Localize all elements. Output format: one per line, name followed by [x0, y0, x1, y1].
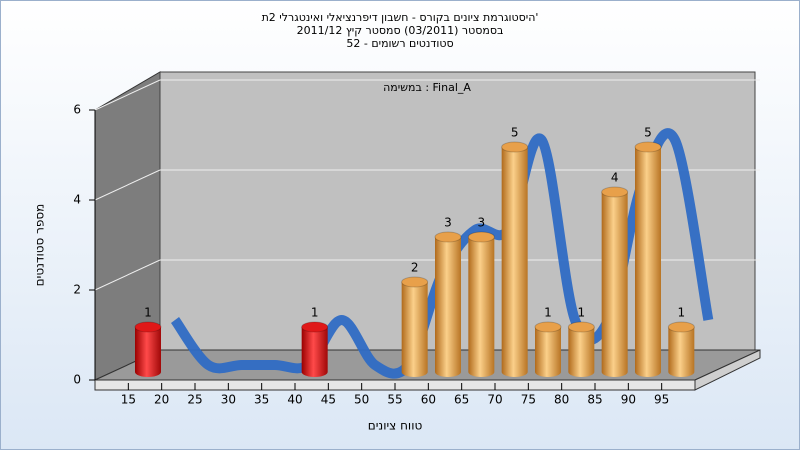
data-label: 4	[611, 171, 619, 185]
bar-body	[535, 327, 561, 377]
data-label: 2	[411, 261, 419, 275]
annotation: במשימה : Final_A	[383, 81, 471, 94]
x-tick-label: 15	[121, 393, 136, 407]
bar-body	[568, 327, 595, 377]
x-tick-label: 95	[654, 393, 669, 407]
bar-top	[467, 231, 495, 243]
data-label: 5	[511, 126, 519, 140]
y-tick-label: 4	[73, 193, 81, 207]
bar-body	[468, 237, 495, 377]
data-label: 1	[678, 306, 686, 320]
bar-body	[401, 282, 428, 377]
x-tick-label: 80	[554, 393, 569, 407]
grid-line	[94, 169, 161, 201]
bar-body	[501, 147, 528, 377]
data-label: 1	[578, 306, 586, 320]
y-axis-label: מספר סטודנטים	[33, 204, 47, 287]
bar-body	[635, 147, 661, 377]
x-tick-label: 55	[387, 393, 402, 407]
title-line: סטודנטים רשומים - 52	[346, 37, 453, 50]
bar-top	[634, 141, 662, 153]
y-tick-label: 2	[73, 283, 81, 297]
x-tick-label: 35	[254, 393, 269, 407]
bar	[501, 141, 529, 377]
x-tick-label: 75	[521, 393, 536, 407]
bar	[434, 231, 462, 377]
bar	[134, 321, 162, 377]
x-tick-label: 65	[454, 393, 469, 407]
grid-line	[94, 79, 161, 111]
bar	[401, 276, 429, 377]
bar	[601, 186, 629, 377]
data-label: 3	[478, 216, 486, 230]
x-tick-label: 20	[154, 393, 169, 407]
x-tick-label: 85	[587, 393, 602, 407]
bar-top	[134, 321, 162, 333]
bar	[534, 321, 562, 377]
data-label: 5	[644, 126, 652, 140]
x-tick-label: 40	[287, 393, 302, 407]
title-line: בסמסטר (03/2011) סמסטר קיץ 2011/12	[297, 24, 504, 37]
bar-body	[668, 327, 695, 377]
data-label: 1	[544, 306, 552, 320]
data-label: 1	[311, 306, 319, 320]
bar-top	[401, 276, 429, 288]
title-line: היסטוגרמת ציונים בקורס - חשבון דיפרנציאל…	[262, 11, 539, 24]
bar-body	[135, 327, 161, 377]
bar	[301, 321, 329, 377]
data-label: 1	[144, 306, 152, 320]
bar-top	[601, 186, 629, 198]
x-tick-label: 50	[354, 393, 369, 407]
bar-top	[567, 321, 595, 333]
x-tick-label: 30	[221, 393, 236, 407]
bar-top	[434, 231, 462, 243]
data-label: 3	[444, 216, 452, 230]
bar	[634, 141, 662, 377]
y-tick-label: 0	[73, 373, 81, 387]
x-tick-label: 70	[487, 393, 502, 407]
bar-top	[301, 321, 329, 333]
x-tick-label: 25	[187, 393, 202, 407]
bar-body	[601, 192, 628, 377]
x-axis-label: טווח ציונים	[368, 419, 423, 433]
bar-top	[667, 321, 695, 333]
y-tick-label: 6	[73, 103, 81, 117]
x-tick-label: 60	[421, 393, 436, 407]
bar	[567, 321, 595, 377]
bar-body	[301, 327, 328, 377]
bar-body	[435, 237, 461, 377]
grid-line	[94, 259, 161, 291]
bar-top	[534, 321, 562, 333]
bar	[467, 231, 495, 377]
x-tick-label: 90	[621, 393, 636, 407]
bar-top	[501, 141, 529, 153]
bar	[667, 321, 695, 377]
x-tick-label: 45	[321, 393, 336, 407]
